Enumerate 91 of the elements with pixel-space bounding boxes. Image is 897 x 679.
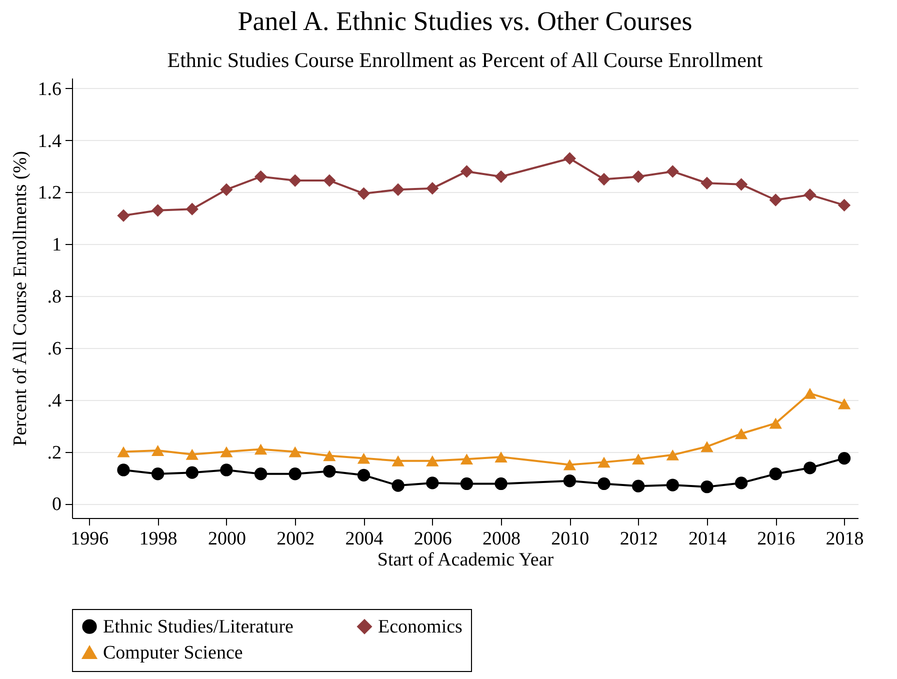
point xyxy=(186,466,198,479)
point xyxy=(563,152,576,165)
point xyxy=(254,468,268,480)
point xyxy=(494,170,508,183)
y-tick-label: 1.2 xyxy=(38,182,62,204)
y-tick-label: .2 xyxy=(47,442,62,464)
y-tick-label: 1.4 xyxy=(38,130,62,152)
point xyxy=(151,204,164,217)
point xyxy=(838,452,851,465)
y-tick-label: .8 xyxy=(47,286,62,308)
point xyxy=(254,170,268,183)
point xyxy=(563,459,576,470)
x-axis-title: Start of Academic Year xyxy=(377,550,554,570)
y-axis-title: Percent of All Course Enrollments (%) xyxy=(10,151,31,446)
point xyxy=(392,479,404,492)
point xyxy=(838,198,851,212)
point xyxy=(323,174,336,187)
y-tick-label: .4 xyxy=(47,390,62,412)
legend-label: Computer Science xyxy=(103,642,243,664)
point xyxy=(357,468,370,482)
point xyxy=(734,476,748,490)
y-tick-label: .6 xyxy=(47,338,62,360)
point xyxy=(563,474,576,488)
point xyxy=(151,445,164,456)
x-tick-label: 2004 xyxy=(345,528,384,550)
x-tick-label: 1996 xyxy=(70,528,109,550)
point xyxy=(288,174,302,187)
point xyxy=(700,176,714,190)
point xyxy=(426,455,439,466)
point xyxy=(598,172,610,186)
x-tick-label: 1998 xyxy=(139,528,178,550)
point xyxy=(460,454,474,465)
x-tick-label: 2012 xyxy=(620,528,658,550)
y-tick-label: 1.6 xyxy=(38,78,62,100)
point xyxy=(392,183,404,196)
point xyxy=(804,462,816,474)
point xyxy=(700,480,714,494)
x-tick-label: 2006 xyxy=(414,528,452,550)
point xyxy=(117,209,130,222)
point xyxy=(460,477,474,490)
x-tick-label: 2018 xyxy=(826,528,864,550)
x-tick-label: 2010 xyxy=(551,528,590,550)
point xyxy=(220,464,233,476)
point xyxy=(426,476,439,490)
x-tick-label: 2000 xyxy=(208,528,246,550)
point xyxy=(220,446,233,458)
point xyxy=(254,444,268,455)
chart-subtitle: Ethnic Studies Course Enrollment as Percent of All Course Enrollment xyxy=(167,48,763,72)
x-tick-label: 2014 xyxy=(688,528,727,550)
point xyxy=(700,441,714,452)
point xyxy=(734,428,748,440)
chart-title: Panel A. Ethnic Studies vs. Other Courses xyxy=(238,6,692,36)
y-tick-label: 1 xyxy=(52,234,62,256)
point xyxy=(494,477,508,490)
point xyxy=(357,452,370,464)
point xyxy=(804,388,816,399)
point xyxy=(460,165,474,178)
point xyxy=(769,418,782,429)
point xyxy=(666,165,679,178)
point xyxy=(186,202,198,216)
x-tick-label: 2008 xyxy=(482,528,521,550)
point xyxy=(117,464,130,476)
point xyxy=(666,478,679,492)
point xyxy=(392,455,404,466)
point xyxy=(288,468,302,480)
point xyxy=(220,183,233,196)
y-tick-label: 0 xyxy=(52,494,62,516)
point xyxy=(769,468,782,480)
point xyxy=(769,194,782,206)
point xyxy=(632,454,645,465)
point xyxy=(288,446,302,458)
point xyxy=(186,448,198,460)
point xyxy=(598,477,610,490)
point xyxy=(323,464,336,478)
point xyxy=(598,456,610,468)
point xyxy=(666,449,679,460)
point xyxy=(426,182,439,195)
point xyxy=(117,446,130,458)
point xyxy=(494,452,508,462)
point xyxy=(632,480,645,492)
point xyxy=(804,188,816,202)
legend-label: Ethnic Studies/Literature xyxy=(103,616,294,638)
point xyxy=(632,170,645,183)
point xyxy=(323,450,336,462)
point xyxy=(357,187,370,200)
x-tick-label: 2002 xyxy=(276,528,315,550)
x-tick-label: 2016 xyxy=(757,528,796,550)
point xyxy=(151,468,164,480)
point xyxy=(734,178,748,191)
point xyxy=(838,398,851,410)
legend-label: Economics xyxy=(378,616,462,638)
